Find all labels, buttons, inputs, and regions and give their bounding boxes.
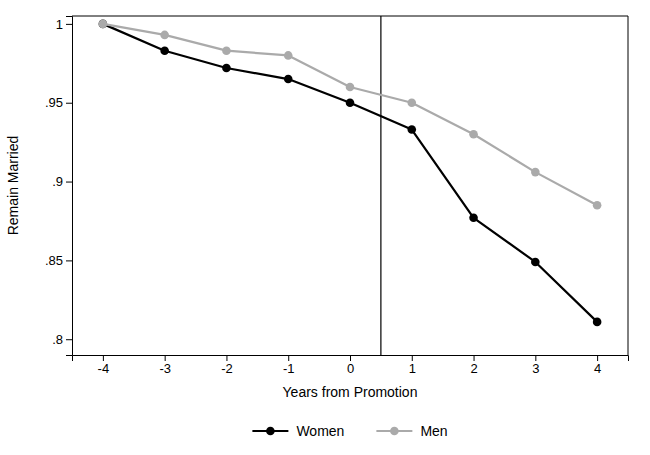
tick: 3 [532,355,539,376]
tick-label: -1 [283,361,295,376]
plot-area: -4 -3 -2 -1 0 1 2 3 4 .8 .85 .9 .95 1 Years from Promo… [5,16,629,400]
tick-mark [165,355,166,361]
point [160,46,169,55]
tick-label: 0 [347,361,354,376]
tick-label: .9 [52,174,63,189]
tick-mark [597,355,598,361]
point [222,46,231,55]
y-axis: .8 .85 .9 .95 1 [45,17,73,356]
tick-label: -3 [159,361,171,376]
tick-label: .8 [52,332,63,347]
legend: Women Men [252,423,447,439]
series-line [103,24,597,205]
tick-label: 4 [594,361,601,376]
tick-label: 1 [56,17,63,32]
tick-label: .95 [45,95,63,110]
point [469,214,478,223]
tick-mark [66,339,72,340]
point [593,318,602,327]
axis-line [73,356,629,362]
point [469,130,478,139]
tick-mark [412,355,413,361]
tick-mark [474,355,475,361]
tick: -3 [159,355,171,376]
point [531,258,540,267]
tick-mark [66,182,72,183]
frame-line [72,16,628,17]
x-axis: -4 -3 -2 -1 0 1 2 3 4 [73,355,629,376]
point [99,20,108,29]
tick: 4 [594,355,601,376]
tick: 0 [347,355,354,376]
tick-mark [66,103,72,104]
chart: -4 -3 -2 -1 0 1 2 3 4 .8 .85 .9 .95 1 Years from Promo… [0,0,650,455]
tick-label: 1 [409,361,416,376]
frame-line [628,16,629,355]
point [407,98,416,107]
tick: -4 [98,355,110,376]
legend-label: Women [296,423,344,439]
legend-label: Men [420,423,447,439]
tick-mark [226,355,227,361]
point [160,31,169,40]
point [346,83,355,92]
point [284,75,293,84]
reference-line [380,16,381,355]
series-line [103,24,597,322]
marks [99,16,602,355]
tick-mark [66,260,72,261]
tick: -1 [283,355,295,376]
legend-marker [390,427,399,436]
point [531,168,540,177]
tick-mark [288,355,289,361]
tick: -2 [221,355,233,376]
tick: .8 [52,332,72,347]
tick: .85 [45,253,72,268]
tick-label: .85 [45,253,63,268]
point [284,51,293,60]
tick: .9 [52,174,72,189]
tick-label: -4 [98,361,110,376]
tick-mark [535,355,536,361]
point [99,20,108,29]
tick-mark [66,24,72,25]
point [593,201,602,210]
legend-item: Women [252,423,344,439]
legend-item: Men [376,423,447,439]
point [222,64,231,73]
point [407,125,416,134]
tick-label: 2 [470,361,477,376]
legend-marker [266,427,275,436]
tick-label: -2 [221,361,233,376]
point [346,98,355,107]
x-axis-title: Years from Promotion [283,384,418,400]
y-axis-title: Remain Married [5,136,21,236]
tick: .95 [45,95,72,110]
tick-mark [103,355,104,361]
tick: 2 [470,355,477,376]
axis-line [66,17,73,356]
tick: 1 [409,355,416,376]
tick: 1 [56,17,72,32]
tick-label: 3 [532,361,539,376]
tick-mark [350,355,351,361]
